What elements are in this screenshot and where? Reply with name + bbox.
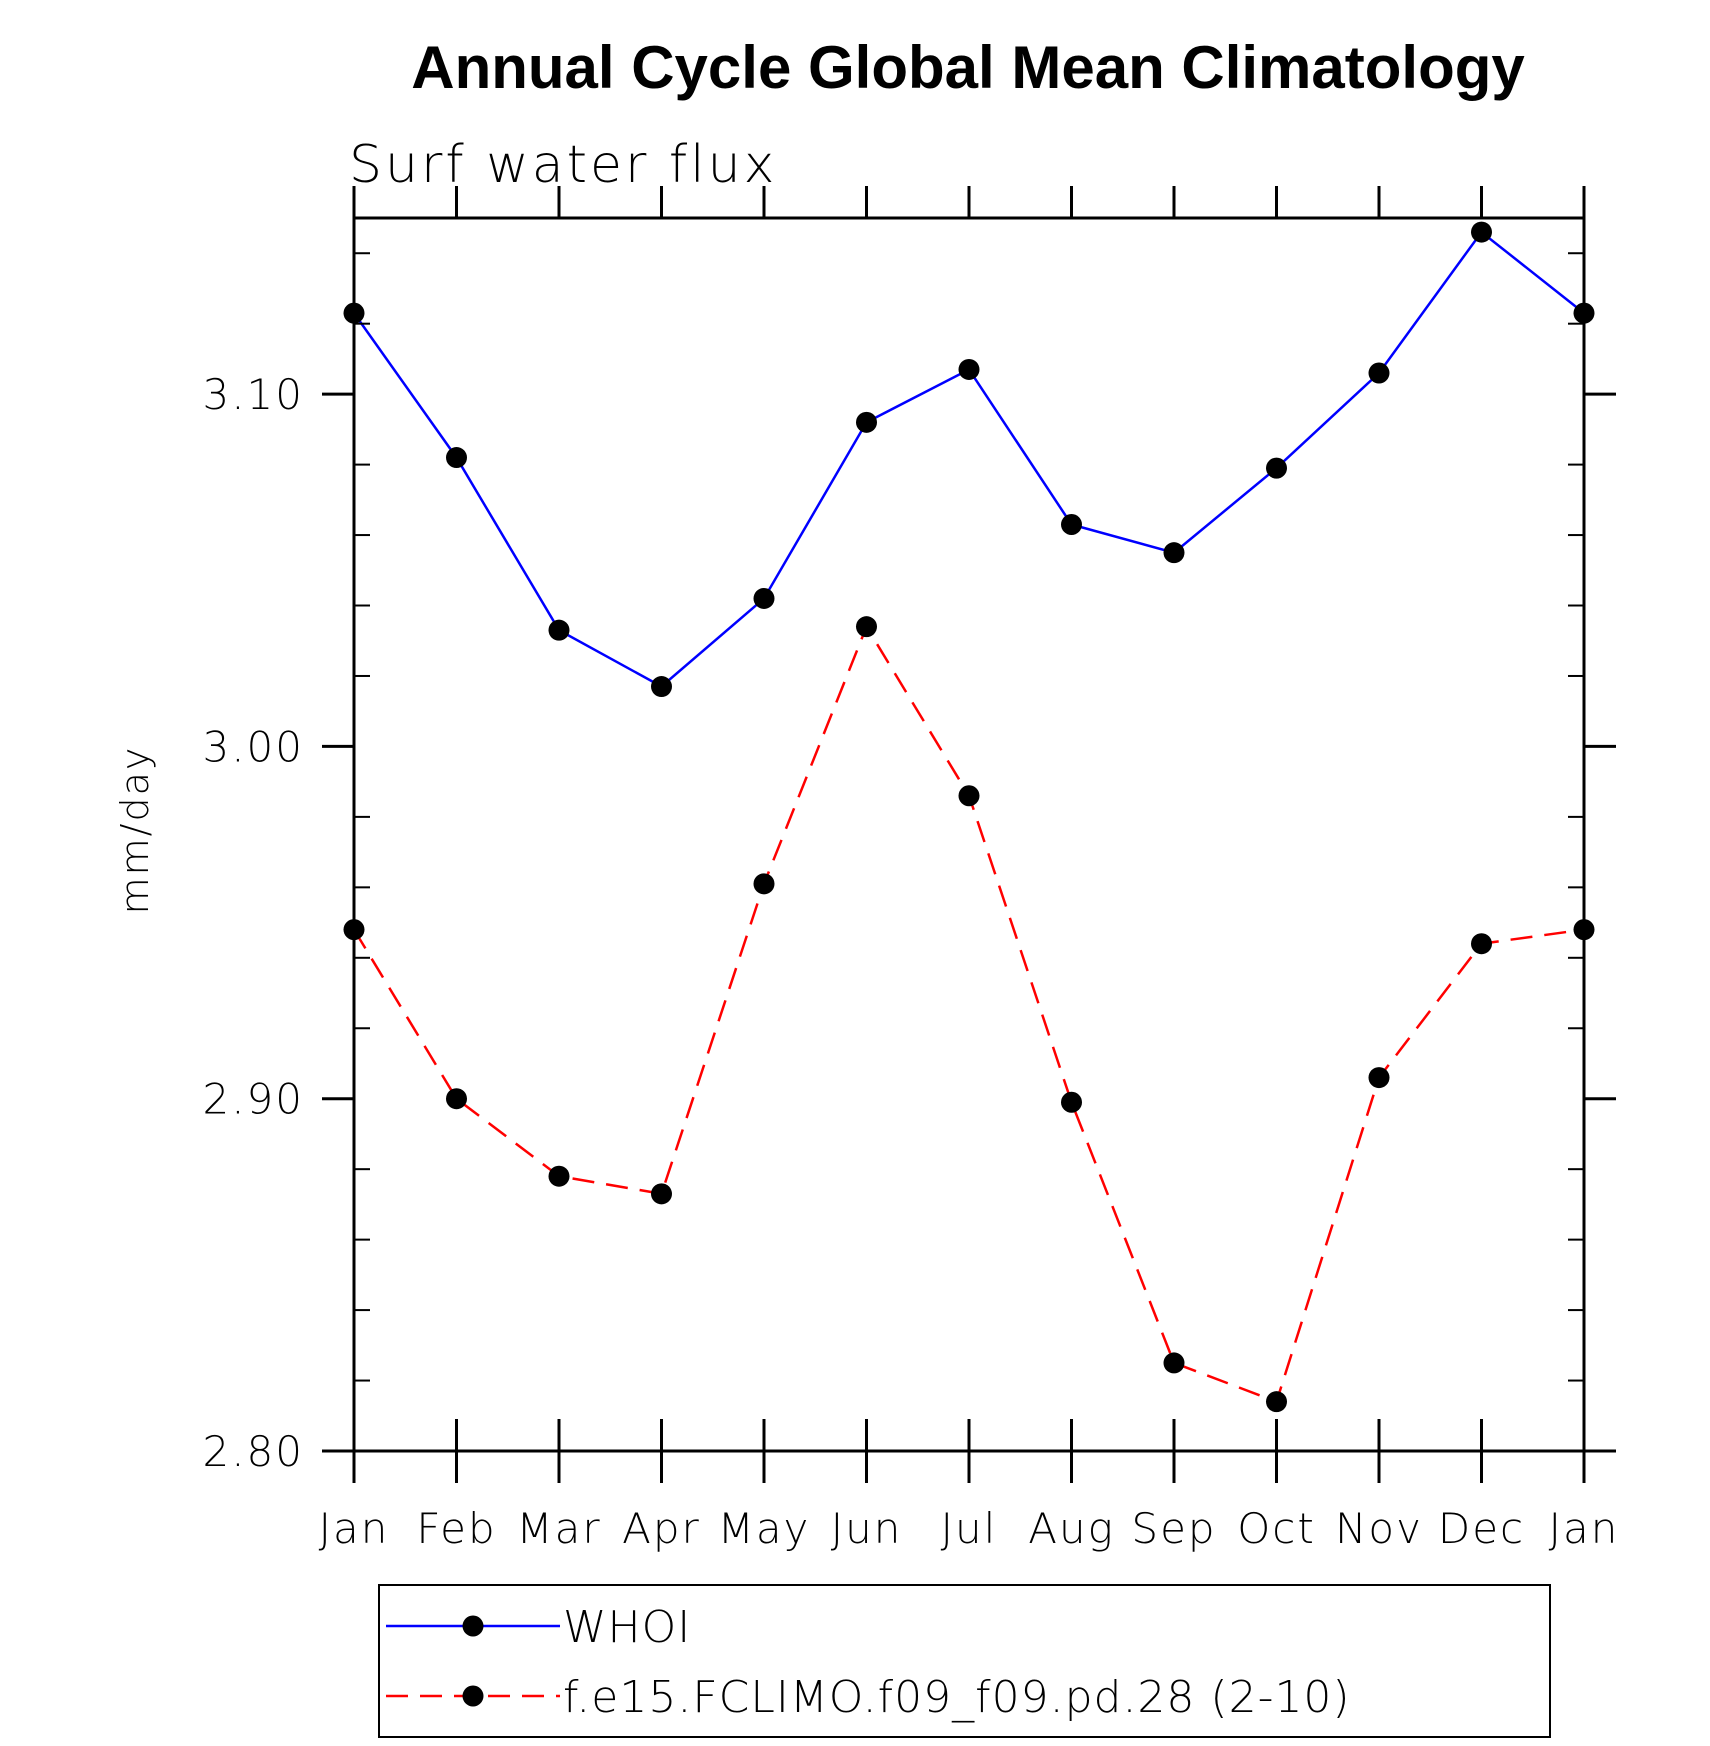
data-point xyxy=(1061,513,1082,535)
y-tick-label: 3.00 xyxy=(202,722,304,771)
x-tick-label: Aug xyxy=(1028,1504,1115,1553)
data-point xyxy=(1471,221,1492,243)
x-tick-label: Jul xyxy=(941,1504,998,1553)
data-point xyxy=(958,358,980,380)
data-point xyxy=(1368,1067,1390,1089)
y-tick-label: 2.90 xyxy=(202,1075,304,1124)
data-point xyxy=(1266,1391,1287,1413)
data-point xyxy=(1163,542,1185,564)
series-line-0 xyxy=(352,230,1585,689)
legend-label-0: WHOI xyxy=(563,1602,691,1653)
plot-frame xyxy=(352,216,1586,1453)
x-tick-label: Sep xyxy=(1131,1504,1216,1553)
x-tick-label: Jan xyxy=(1549,1504,1620,1553)
x-tick-label: May xyxy=(718,1504,811,1553)
chart-subtitle: Surf water flux xyxy=(349,135,777,195)
plot-marks xyxy=(343,221,1595,1413)
x-tick-label: Oct xyxy=(1237,1504,1316,1553)
data-point xyxy=(958,785,980,807)
legend-label-1: f.e15.FCLIMO.f09_f09.pd.28 (2-10) xyxy=(563,1672,1351,1723)
x-tick-label: Nov xyxy=(1335,1504,1423,1553)
data-point xyxy=(446,1088,467,1110)
legend-box xyxy=(378,1584,1551,1738)
y-tick-label: 2.80 xyxy=(202,1427,304,1476)
data-point xyxy=(548,619,570,641)
data-point xyxy=(446,447,467,469)
x-tick-label: Apr xyxy=(622,1504,701,1553)
x-tick-label: Dec xyxy=(1438,1504,1525,1553)
data-point xyxy=(548,1165,570,1187)
y-axis-label: mm/day xyxy=(113,746,157,915)
legend: WHOI f.e15.FCLIMO.f09_f09.pd.28 (2-10) xyxy=(378,1584,1551,1738)
data-point xyxy=(753,587,775,609)
y-tick-label: 3.10 xyxy=(202,370,304,419)
axis-ticks: Jan Feb Mar Apr May Jun Jul Aug Sep Oct Nov Dec Jan 3… xyxy=(202,186,1620,1553)
chart-title: Annual Cycle Global Mean Climatology xyxy=(411,34,1525,101)
data-point xyxy=(1266,457,1287,479)
data-point xyxy=(856,616,877,638)
series-line-1 xyxy=(352,623,1585,1404)
data-point xyxy=(1061,1091,1082,1113)
x-tick-label: Feb xyxy=(416,1504,496,1553)
legend-marker-0 xyxy=(462,1615,484,1637)
data-point xyxy=(1368,362,1390,384)
legend-marker-1 xyxy=(462,1685,484,1707)
x-tick-label: Jan xyxy=(319,1504,390,1553)
data-point xyxy=(651,1183,672,1205)
data-point xyxy=(856,411,877,433)
data-point xyxy=(651,676,672,698)
x-tick-label: Jun xyxy=(831,1504,903,1553)
data-point xyxy=(1471,933,1492,955)
x-tick-label: Mar xyxy=(516,1504,601,1553)
data-point xyxy=(1163,1352,1185,1374)
data-point xyxy=(753,873,775,895)
